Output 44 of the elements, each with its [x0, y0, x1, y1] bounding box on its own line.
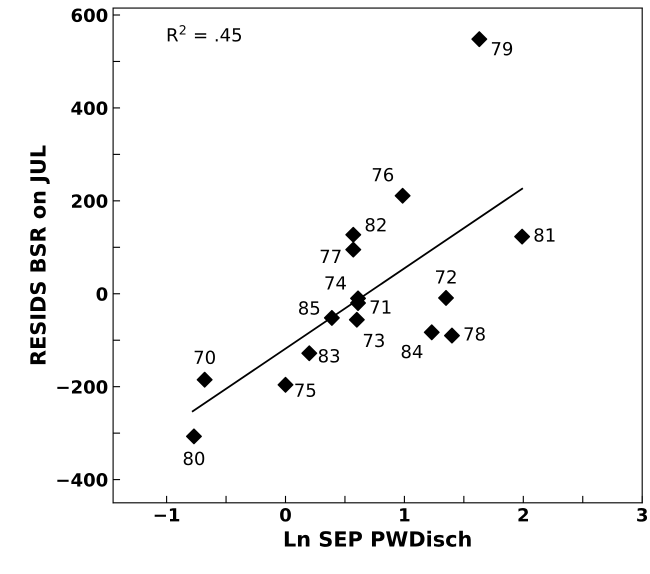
point: [345, 226, 362, 243]
annotation: 82: [366, 218, 386, 232]
y-axis-title: RESIDS BSR on JUL: [30, 145, 50, 364]
point: [301, 345, 318, 362]
annotation: R$^{2}$ = .45: [168, 25, 242, 42]
annotation: 79: [492, 42, 512, 56]
y-tick-label: −400: [57, 473, 108, 487]
annotation: 76: [372, 168, 394, 182]
annotation: 77: [320, 250, 341, 263]
point: [394, 188, 411, 204]
y-tick-label: 200: [72, 194, 108, 208]
annotation: 74: [325, 276, 346, 290]
point: [345, 242, 362, 258]
point: [324, 310, 340, 326]
annotation: 73: [364, 334, 384, 348]
x-tick-label: 0: [280, 508, 291, 522]
annotation: 80: [184, 452, 204, 466]
point: [514, 228, 530, 245]
point: [471, 31, 488, 48]
x-tick-label: −1: [154, 508, 180, 522]
point: [348, 312, 365, 328]
x-tick-label: 1: [400, 508, 410, 522]
annotation: 78: [464, 327, 485, 341]
point: [278, 376, 294, 393]
point: [424, 324, 440, 340]
x-axis-title: Ln SEP PWDisch: [284, 530, 471, 547]
point: [186, 428, 202, 444]
x-tick-label: 2: [518, 508, 528, 522]
point: [438, 290, 454, 306]
annotation: 84: [402, 344, 422, 358]
annotation: 72: [436, 270, 456, 284]
y-tick-label: 0: [96, 287, 108, 301]
y-tick-label: 400: [71, 101, 108, 116]
annotation: 81: [534, 228, 555, 242]
annotation: 70: [194, 350, 215, 364]
point: [444, 328, 460, 344]
annotation: 83: [318, 348, 340, 363]
point: [196, 372, 213, 388]
annotation: 71: [370, 300, 390, 314]
y-tick-label: 600: [72, 8, 108, 22]
annotation: 75: [295, 384, 316, 397]
x-tick-label: 3: [637, 508, 648, 522]
annotation: 85: [299, 301, 320, 315]
y-tick-label: −200: [57, 380, 108, 394]
